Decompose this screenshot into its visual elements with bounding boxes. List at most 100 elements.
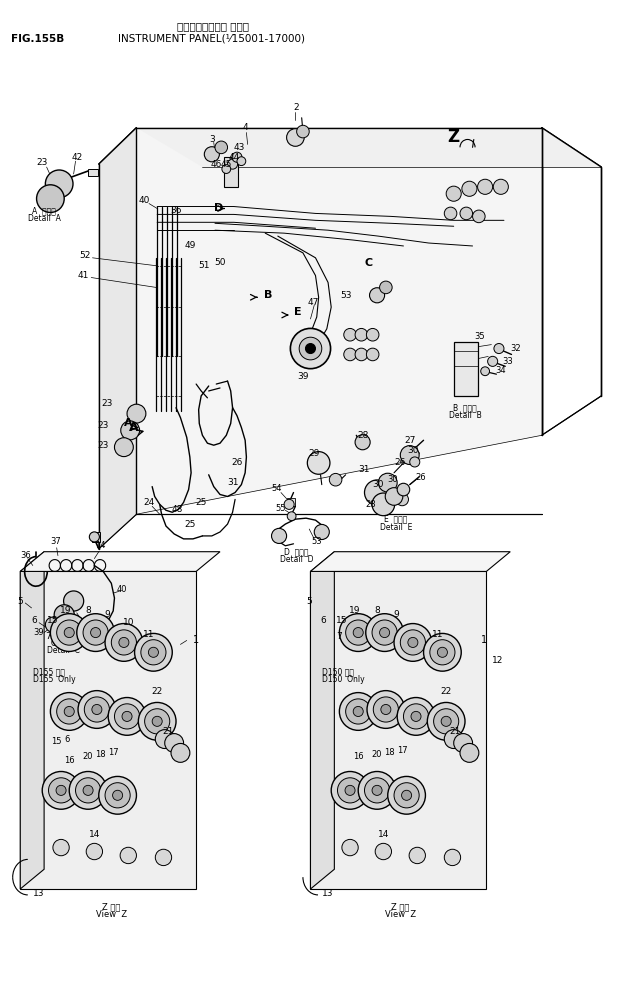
Circle shape [305,343,316,354]
Circle shape [141,640,166,665]
Text: D155  Only: D155 Only [33,675,76,684]
Circle shape [400,630,425,655]
Text: 15: 15 [336,616,348,625]
Text: 13: 13 [322,889,334,898]
Text: 21: 21 [449,727,461,736]
Text: E: E [294,307,302,317]
Text: 2: 2 [294,104,300,113]
Text: 55: 55 [276,503,286,513]
Text: 1: 1 [481,636,487,646]
Circle shape [355,435,370,450]
Text: 35: 35 [475,332,485,341]
Text: 15: 15 [47,616,59,625]
Polygon shape [99,128,136,549]
Circle shape [478,179,493,195]
Bar [93,532,100,542]
Circle shape [400,446,419,465]
Circle shape [204,146,220,162]
Circle shape [92,704,102,714]
Circle shape [232,152,242,162]
Circle shape [408,637,418,648]
Circle shape [342,840,358,855]
Circle shape [299,337,322,360]
Text: 23: 23 [97,421,109,430]
Circle shape [138,702,176,740]
Bar [287,498,295,506]
Circle shape [76,777,101,803]
Circle shape [346,620,371,645]
Circle shape [396,494,408,505]
Text: 4: 4 [242,123,248,133]
Text: Detail  C: Detail C [47,646,80,655]
Text: 28: 28 [365,499,376,509]
Text: 39: 39 [297,372,309,381]
Text: 49: 49 [184,241,196,250]
Text: 51: 51 [198,261,209,270]
Text: 31: 31 [359,466,370,475]
Text: 44: 44 [228,152,239,162]
Text: View  Z: View Z [385,910,416,919]
Circle shape [353,628,363,638]
Circle shape [83,785,93,795]
Text: 20: 20 [83,753,93,762]
Text: Detail  E: Detail E [380,522,412,531]
Text: 27: 27 [404,436,415,445]
Circle shape [454,734,473,753]
Circle shape [370,288,385,303]
Circle shape [444,850,461,865]
Text: 12: 12 [492,656,504,665]
Text: Z: Z [447,129,460,146]
Circle shape [444,207,457,220]
Circle shape [410,457,420,467]
Circle shape [64,628,74,638]
Text: 26: 26 [416,473,427,483]
Text: 21: 21 [162,727,174,736]
Circle shape [423,633,461,672]
Circle shape [222,164,231,173]
Text: D150  Only: D150 Only [322,675,365,684]
Circle shape [493,179,509,195]
Text: B  詳細図: B 詳細図 [453,404,477,412]
Polygon shape [136,128,541,514]
Circle shape [271,528,286,544]
Text: 41: 41 [78,271,90,280]
Text: 43: 43 [233,142,245,152]
Circle shape [365,777,389,803]
Circle shape [45,170,73,198]
Polygon shape [310,552,510,572]
Circle shape [397,484,410,495]
Circle shape [386,488,403,505]
Circle shape [307,452,330,475]
Text: 7: 7 [336,632,342,641]
Circle shape [284,499,294,509]
Circle shape [91,628,101,638]
Circle shape [64,591,84,611]
Circle shape [433,709,459,734]
Circle shape [411,711,421,721]
Text: 40: 40 [117,584,127,593]
Circle shape [86,844,102,859]
Text: 36: 36 [20,551,31,560]
Circle shape [148,647,158,658]
Circle shape [344,328,357,341]
Circle shape [127,405,146,423]
Circle shape [329,474,342,486]
Circle shape [437,647,447,658]
Circle shape [45,617,61,632]
Circle shape [90,532,100,542]
Circle shape [367,690,404,728]
Text: 25: 25 [184,519,196,528]
Circle shape [460,744,479,763]
Text: D150 専用: D150 専用 [322,668,354,676]
Text: 18: 18 [384,749,395,758]
Text: 22: 22 [151,687,163,696]
Circle shape [69,771,107,809]
Text: 25: 25 [196,497,207,507]
Text: 39: 39 [34,628,44,637]
Circle shape [394,623,432,662]
Circle shape [355,328,368,341]
Text: A: A [129,421,138,434]
Circle shape [345,785,355,795]
Text: 11: 11 [143,630,155,639]
Text: 48: 48 [172,504,183,514]
